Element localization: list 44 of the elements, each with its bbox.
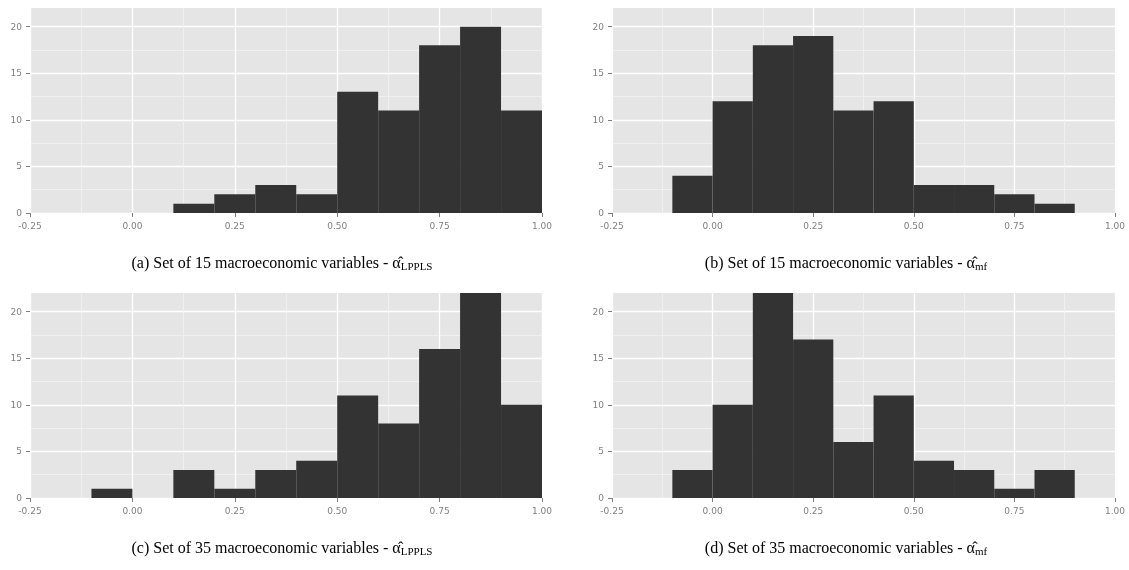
x-tick-label: 0.50	[903, 220, 925, 231]
x-tick-label: 0.00	[702, 505, 723, 516]
y-tick-label: 5	[16, 446, 22, 457]
y-tick-label: 0	[598, 493, 605, 503]
x-tick-label: -0.25	[18, 220, 42, 231]
y-tick-label: 5	[598, 446, 604, 457]
x-tick-label: 0.00	[122, 220, 143, 231]
x-tick-label: 0.00	[702, 220, 723, 231]
y-tick-label: 5	[598, 161, 604, 172]
x-tick-label: 0.50	[903, 505, 925, 516]
x-tick-label: 0.50	[327, 220, 348, 231]
y-tick-label: 15	[592, 68, 604, 79]
x-tick-label: 0.25	[224, 505, 245, 516]
x-tick-label: 1.00	[531, 505, 553, 516]
y-tick-label: 20	[10, 306, 23, 317]
x-tick-label: 1.00	[531, 220, 553, 231]
y-tick-label: 0	[16, 493, 23, 503]
y-tick-label: 20	[10, 21, 23, 32]
y-tick-label: 20	[592, 21, 605, 32]
x-tick-label: 1.00	[1104, 505, 1126, 516]
x-tick-label: -0.25	[600, 505, 624, 516]
x-tick-label: 0.75	[1004, 220, 1025, 231]
x-tick-label: 0.25	[803, 505, 824, 516]
y-tick-label: 10	[592, 114, 605, 125]
y-tick-label: 20	[592, 306, 605, 317]
x-tick-label: 0.50	[327, 505, 348, 516]
x-tick-label: -0.25	[18, 505, 42, 516]
x-tick-label: 0.75	[429, 505, 450, 516]
x-tick-label: 0.75	[429, 220, 450, 231]
x-tick-label: -0.25	[600, 220, 624, 231]
x-tick-label: 1.00	[1104, 220, 1126, 231]
y-tick-label: 5	[16, 161, 22, 172]
y-tick-label: 0	[16, 208, 23, 218]
x-tick-label: 0.25	[224, 220, 245, 231]
x-tick-label: 0.25	[803, 220, 824, 231]
y-tick-label: 0	[598, 208, 605, 218]
y-tick-label: 15	[10, 353, 22, 364]
y-tick-label: 15	[592, 353, 604, 364]
y-tick-label: 10	[592, 399, 605, 410]
x-tick-label: 0.00	[122, 505, 143, 516]
x-tick-label: 0.75	[1004, 505, 1025, 516]
y-tick-label: 15	[10, 68, 22, 79]
y-tick-label: 10	[10, 399, 23, 410]
y-tick-label: 10	[10, 114, 23, 125]
